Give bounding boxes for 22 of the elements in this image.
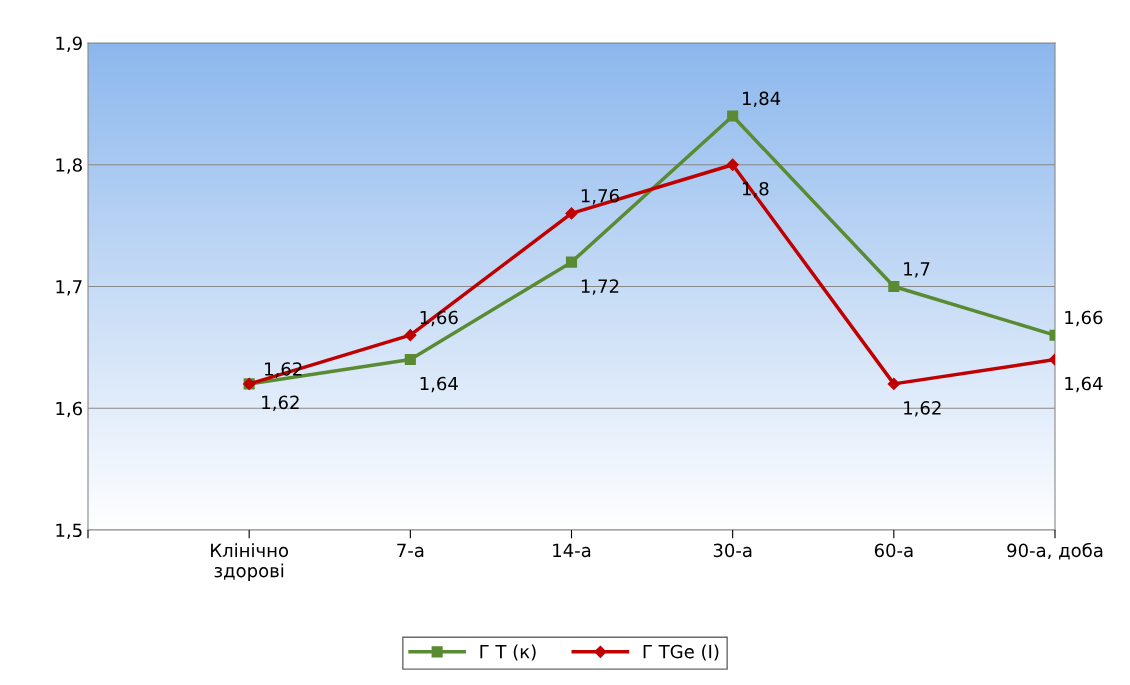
- x-tick-label: 14-а: [553, 543, 591, 558]
- legend-label: Г T (к): [480, 644, 536, 661]
- data-label: 1,64: [1065, 376, 1103, 393]
- data-label: 1,64: [420, 376, 458, 393]
- x-tick-label: Клінічно здорові: [211, 543, 289, 581]
- data-label: 1,66: [1065, 310, 1103, 327]
- data-label: 1,62: [904, 401, 941, 417]
- y-tick-label: 1,9: [56, 36, 82, 52]
- data-label: 1,76: [581, 188, 619, 205]
- y-tick-label: 1,5: [56, 523, 82, 539]
- data-label: 1,62: [262, 395, 299, 411]
- legend-label: Г TGe (I): [643, 644, 719, 661]
- y-tick-label: 1,7: [56, 280, 82, 296]
- x-tick-label: 60-а: [874, 543, 913, 558]
- data-label: 1,84: [742, 91, 781, 108]
- y-tick-label: 1,6: [56, 401, 82, 418]
- data-label: 1,7: [904, 262, 930, 278]
- x-tick-label: 90-а, доба: [1007, 542, 1103, 560]
- data-label: 1,72: [581, 279, 619, 295]
- y-tick-label: 1,8: [56, 158, 82, 174]
- x-tick-label: 7-а: [397, 543, 424, 558]
- x-tick-label: 30-а: [713, 543, 752, 558]
